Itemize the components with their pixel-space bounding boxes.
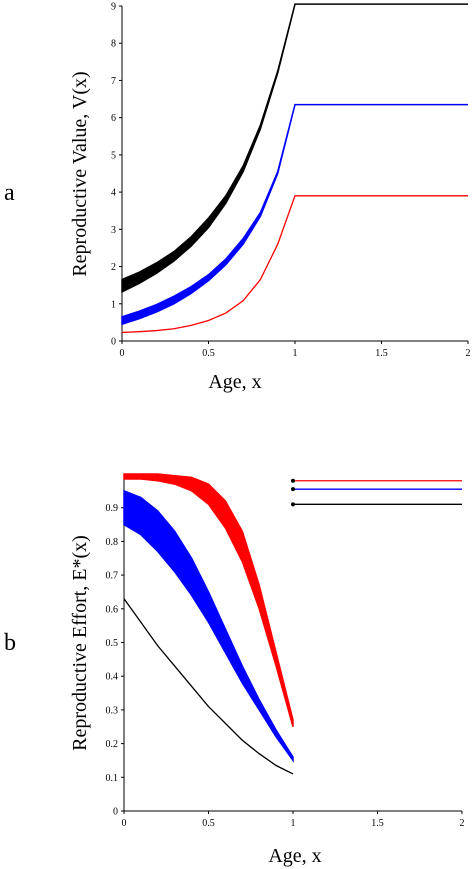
segment-endpoint <box>291 487 295 492</box>
x-tick-label: 2 <box>460 818 465 829</box>
chart-panel-b: b Reproductive Effort, E*(x) Age, x 0 0.1… <box>4 473 465 867</box>
series-band <box>121 103 468 326</box>
panel-label: a <box>4 180 15 206</box>
y-tick-label: 6 <box>111 113 116 124</box>
x-tick-label: 0.5 <box>202 818 215 829</box>
chart-panel-a: a Reproductive Value, V(x) Age, x 0 1 2 3 4 5… <box>4 2 471 394</box>
y-axis-label: Reproductive Effort, E*(x) <box>69 535 91 751</box>
x-tick-label: 1.5 <box>375 348 388 359</box>
series-band <box>121 3 468 294</box>
y-tick-label: 4 <box>111 188 116 199</box>
x-tick-label: 0.5 <box>202 348 215 359</box>
segment-endpoint <box>291 478 295 483</box>
series-band <box>123 473 294 727</box>
x-tick-label: 1 <box>293 348 298 359</box>
series-line <box>123 598 294 775</box>
y-tick-label: 9 <box>111 2 116 13</box>
y-tick-label: 0.7 <box>106 571 119 582</box>
x-tick-label: 1.5 <box>371 818 384 829</box>
x-tick-label: 2 <box>466 348 471 359</box>
panel-label: b <box>4 630 16 656</box>
y-axis-label: Reproductive Value, V(x) <box>69 71 91 276</box>
y-tick-label: 0 <box>113 807 118 818</box>
y-tick-label: 0 <box>111 337 116 348</box>
series-band <box>123 489 294 763</box>
y-tick-label: 7 <box>111 76 116 87</box>
x-tick-label: 1 <box>291 818 296 829</box>
y-tick-label: 0.3 <box>106 705 119 716</box>
y-tick-label: 8 <box>111 39 116 50</box>
x-axis-label: Age, x <box>268 845 321 867</box>
y-tick-label: 3 <box>111 225 116 236</box>
segment-endpoint <box>291 502 295 507</box>
y-tick-label: 5 <box>111 150 116 161</box>
y-tick-label: 0.2 <box>106 739 119 750</box>
y-tick-label: 0.8 <box>106 537 119 548</box>
y-tick-label: 0.1 <box>106 773 119 784</box>
y-tick-label: 1 <box>111 299 116 310</box>
series-line <box>121 195 468 334</box>
x-axis-label: Age, x <box>208 371 261 393</box>
y-tick-label: 0.6 <box>106 604 119 615</box>
x-tick-label: 0 <box>120 348 125 359</box>
y-tick-label: 0.5 <box>106 638 119 649</box>
x-tick-label: 0 <box>122 818 127 829</box>
y-tick-label: 0.9 <box>106 503 119 514</box>
y-tick-label: 0.4 <box>106 672 119 683</box>
y-tick-label: 2 <box>111 262 116 273</box>
